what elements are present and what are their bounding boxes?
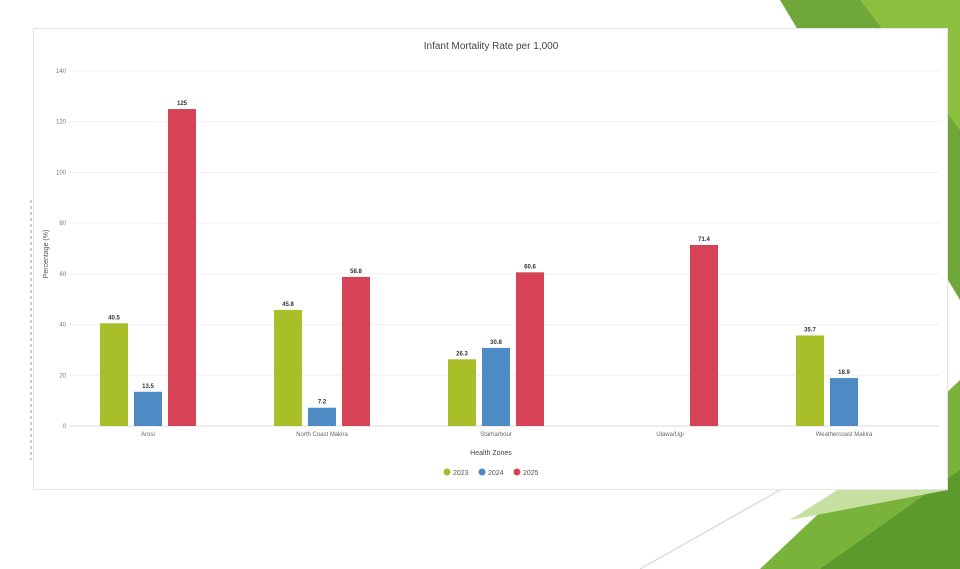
y-tick-label: 20	[59, 373, 66, 379]
legend-label[interactable]: 2025	[523, 470, 539, 477]
bar-2025[interactable]	[516, 272, 544, 426]
data-label: 58.8	[350, 269, 362, 275]
bar-2023[interactable]	[796, 335, 824, 426]
bar-2023[interactable]	[274, 309, 302, 426]
legend-swatch-2024	[478, 468, 486, 476]
data-label: 30.8	[490, 340, 502, 346]
y-tick-label: 40	[59, 323, 66, 329]
x-axis-label: Health Zones	[470, 450, 512, 457]
data-label: 40.5	[108, 315, 120, 321]
legend-label[interactable]: 2024	[488, 470, 504, 477]
bar-2023[interactable]	[100, 323, 128, 426]
data-label: 13.5	[142, 384, 154, 390]
legend-swatch-2025	[513, 468, 521, 476]
x-tick-label: Ulawa/Ugi	[656, 432, 683, 438]
data-label: 45.8	[282, 302, 294, 308]
data-label: 71.4	[698, 237, 710, 243]
bar-2024[interactable]	[482, 347, 510, 426]
chart-title: Infant Mortality Rate per 1,000	[424, 41, 559, 52]
data-label: 125	[177, 101, 188, 107]
bar-2025[interactable]	[690, 244, 718, 426]
bar-2024[interactable]	[134, 391, 162, 426]
x-tick-label: Arosi	[141, 432, 155, 438]
x-tick-label: Weathercoast Makira	[816, 432, 873, 438]
legend-swatch-2023	[443, 468, 451, 476]
y-tick-label: 0	[63, 424, 67, 430]
data-label: 18.9	[838, 370, 850, 376]
x-tick-label: North Coast Makira	[296, 432, 348, 438]
y-tick-label: 140	[56, 69, 67, 75]
data-label: 60.6	[524, 264, 536, 270]
x-tick-label: Starharbour	[480, 432, 512, 438]
y-axis-label: Percentage (%)	[43, 230, 50, 279]
y-tick-label: 120	[56, 120, 67, 126]
data-label: 7.2	[318, 400, 327, 406]
bar-2024[interactable]	[830, 378, 858, 426]
bar-2024[interactable]	[308, 407, 336, 426]
y-tick-label: 80	[59, 221, 66, 227]
bar-chart: Infant Mortality Rate per 1,000 0 20 40 60 8…	[43, 41, 939, 477]
data-label: 26.3	[456, 351, 468, 357]
bar-2025[interactable]	[342, 276, 370, 426]
chart-panel: Infant Mortality Rate per 1,000 0 20 40 60 8…	[33, 28, 948, 490]
bar-2025[interactable]	[168, 109, 196, 427]
bar-2023[interactable]	[448, 359, 476, 426]
y-tick-label: 100	[56, 170, 67, 176]
data-label: 35.7	[804, 327, 816, 333]
legend-label[interactable]: 2023	[453, 470, 469, 477]
y-tick-label: 60	[59, 272, 66, 278]
